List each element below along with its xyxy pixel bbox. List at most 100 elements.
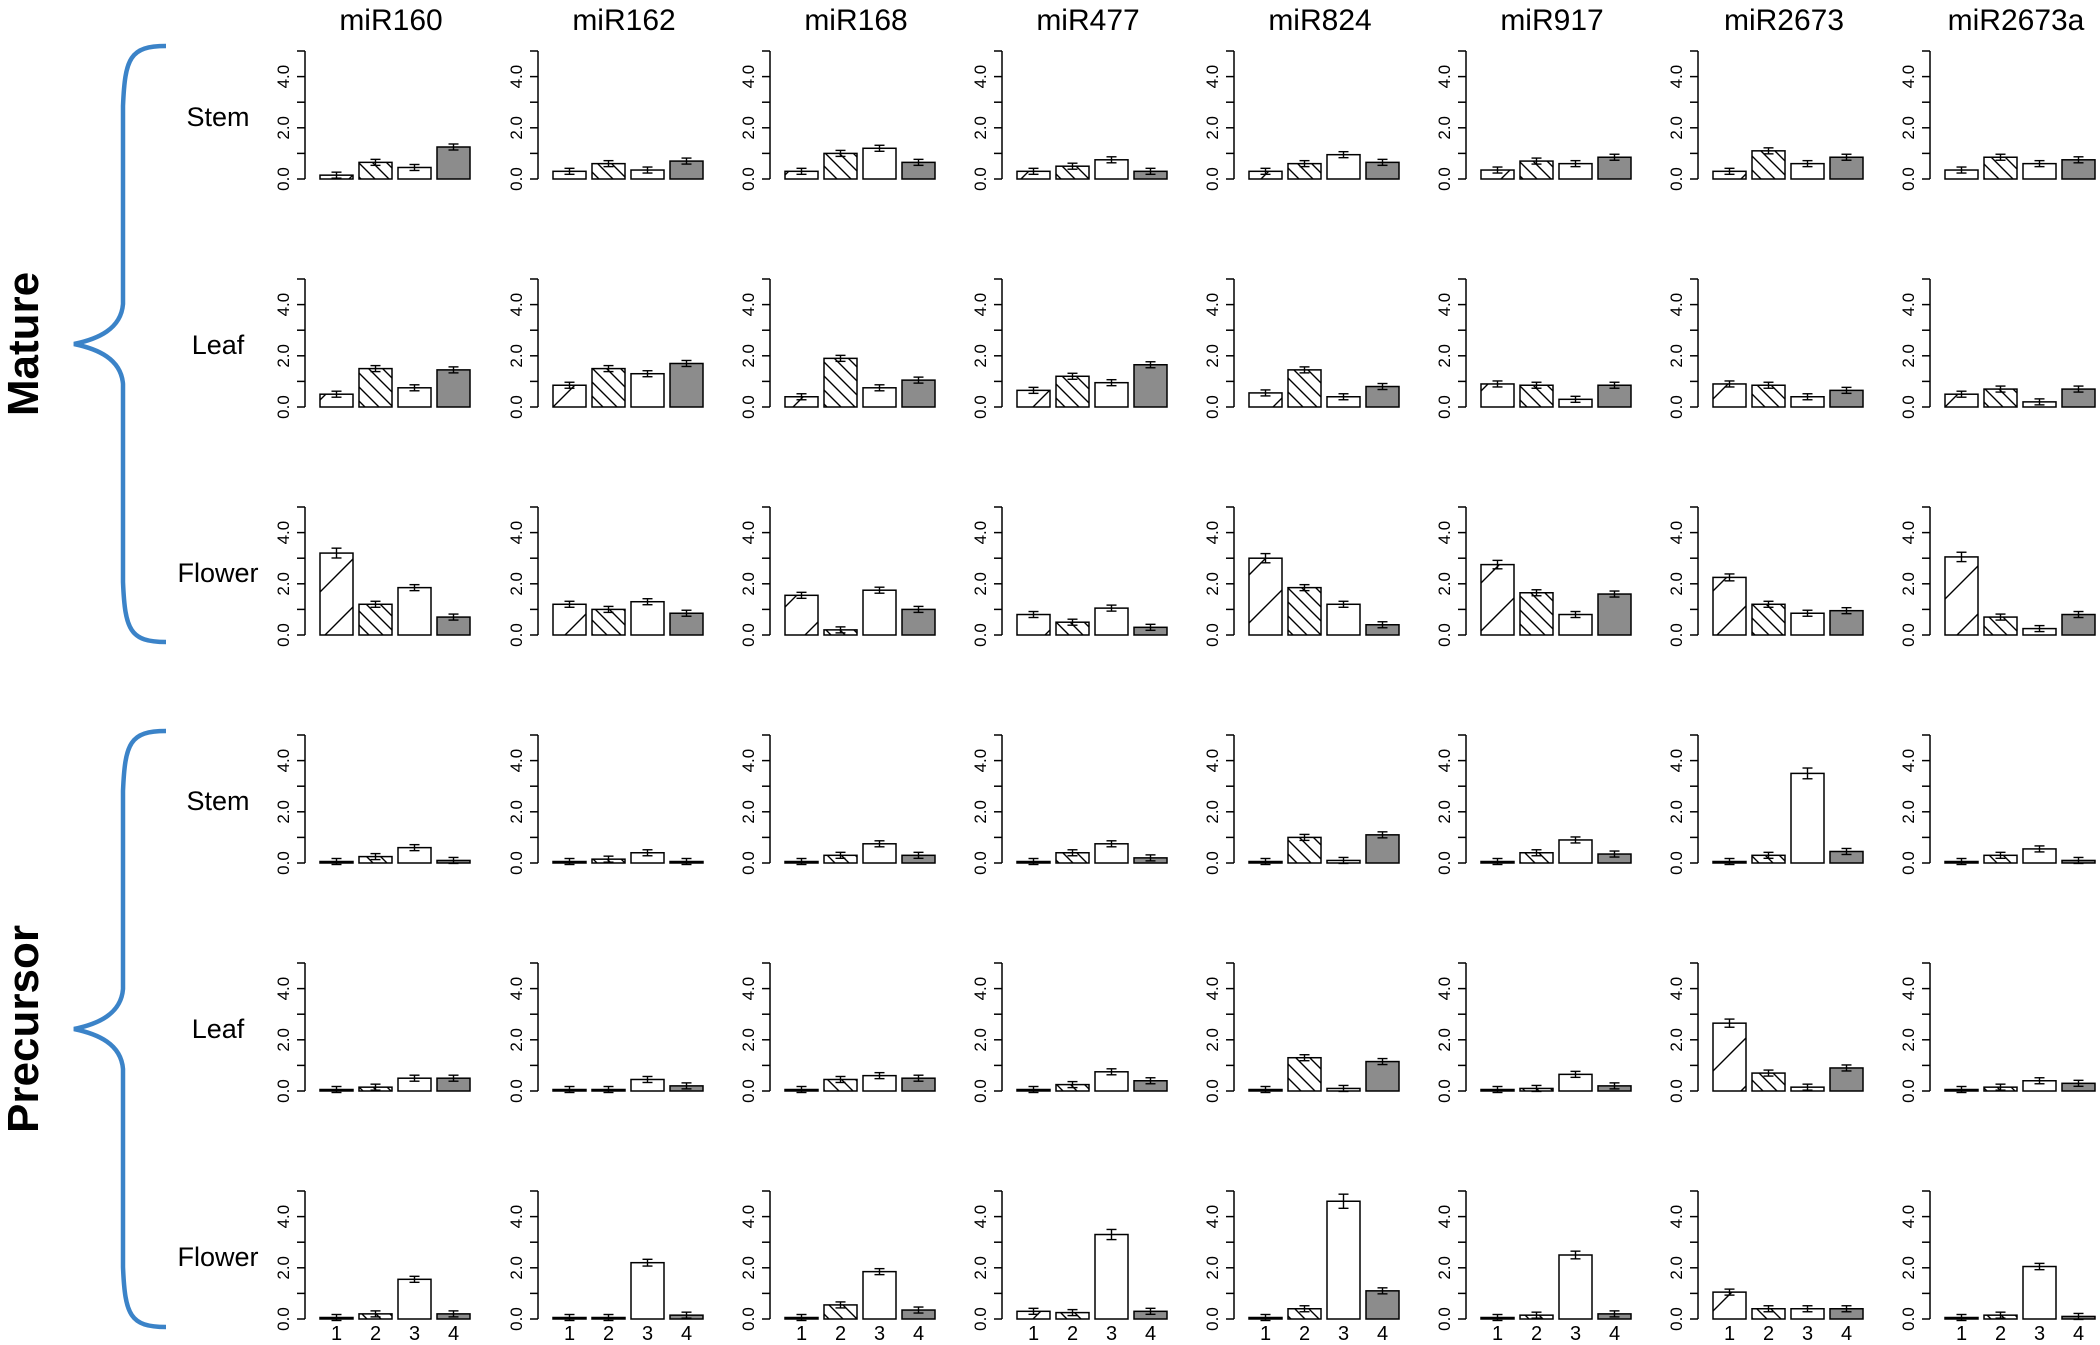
- panel-mature-leaf-mir162: 0.0 2.0 4.0: [507, 278, 704, 419]
- y-tick-label: 0.0: [1899, 395, 1918, 419]
- y-tick-label: 4.0: [1667, 1205, 1686, 1229]
- tissue-label-mature-leaf: Leaf: [192, 330, 245, 360]
- panel-precursor-leaf-mir2673: 0.0 2.0 4.0: [1667, 962, 1864, 1103]
- bar-hatch-back: [358, 367, 393, 408]
- y-tick-label: 4.0: [1899, 977, 1918, 1001]
- panel-precursor-flower-mir917: 0.0 2.0 4.0 1 2 3 4: [1435, 1190, 1632, 1345]
- y-tick-label: 4.0: [739, 1205, 758, 1229]
- bracket-precursor: [73, 728, 167, 1330]
- bar-white: [862, 1270, 897, 1320]
- panel-precursor-flower-mir168: 0.0 2.0 4.0 1 2 3 4: [739, 1190, 936, 1345]
- bar-white: [630, 600, 665, 636]
- bar-white: [397, 1278, 432, 1320]
- x-tick-label: 1: [1724, 1323, 1735, 1345]
- y-tick-label: 2.0: [971, 572, 990, 596]
- y-tick-label: 4.0: [1667, 65, 1686, 89]
- y-tick-label: 2.0: [739, 116, 758, 140]
- y-tick-label: 2.0: [1667, 572, 1686, 596]
- y-tick-label: 4.0: [1667, 749, 1686, 773]
- x-tick-label: 3: [642, 1323, 653, 1345]
- x-tick-label: 2: [1995, 1323, 2006, 1345]
- y-tick-label: 2.0: [971, 1028, 990, 1052]
- y-tick-label: 0.0: [971, 1079, 990, 1103]
- panel-mature-leaf-mir477: 0.0 2.0 4.0: [971, 278, 1168, 419]
- panel-precursor-leaf-mir824: 0.0 2.0 4.0: [1203, 962, 1400, 1103]
- y-tick-label: 4.0: [739, 749, 758, 773]
- x-tick-label: 3: [1570, 1323, 1581, 1345]
- panel-precursor-stem-mir824: 0.0 2.0 4.0: [1203, 734, 1400, 875]
- bar-hatch-forward: [1712, 1291, 1747, 1320]
- y-tick-label: 0.0: [274, 1307, 293, 1331]
- y-tick-label: 4.0: [1899, 1205, 1918, 1229]
- y-tick-label: 2.0: [739, 572, 758, 596]
- x-tick-label: 2: [603, 1323, 614, 1345]
- x-tick-label: 3: [409, 1323, 420, 1345]
- y-tick-label: 4.0: [274, 65, 293, 89]
- y-tick-label: 4.0: [274, 1205, 293, 1229]
- y-tick-label: 4.0: [1899, 293, 1918, 317]
- y-tick-label: 0.0: [739, 1307, 758, 1331]
- column-title-mir160: miR160: [339, 4, 442, 37]
- bar-hatch-back: [1287, 836, 1322, 864]
- y-tick-label: 2.0: [507, 800, 526, 824]
- y-tick-label: 0.0: [507, 1307, 526, 1331]
- column-title-mir2673a: miR2673a: [1948, 4, 2085, 37]
- y-tick-label: 2.0: [971, 344, 990, 368]
- y-tick-label: 4.0: [1203, 977, 1222, 1001]
- bar-gray: [1829, 609, 1864, 636]
- y-tick-label: 0.0: [507, 395, 526, 419]
- x-tick-label: 4: [448, 1323, 459, 1345]
- y-tick-label: 2.0: [1899, 1028, 1918, 1052]
- panel-mature-stem-mir824: 0.0 2.0 4.0: [1203, 50, 1400, 191]
- y-tick-label: 4.0: [971, 65, 990, 89]
- panel-mature-stem-mir168: 0.0 2.0 4.0: [739, 50, 936, 191]
- bar-gray: [669, 362, 704, 408]
- y-tick-label: 4.0: [1203, 1205, 1222, 1229]
- y-tick-label: 0.0: [1899, 851, 1918, 875]
- y-tick-label: 4.0: [739, 65, 758, 89]
- bar-white: [862, 147, 897, 180]
- x-tick-label: 1: [1028, 1323, 1039, 1345]
- y-tick-label: 0.0: [1899, 1079, 1918, 1103]
- y-tick-label: 4.0: [274, 521, 293, 545]
- y-tick-label: 4.0: [507, 749, 526, 773]
- y-tick-label: 4.0: [1899, 749, 1918, 773]
- panel-precursor-flower-mir162: 0.0 2.0 4.0 1 2 3 4: [507, 1190, 704, 1345]
- y-tick-label: 0.0: [971, 395, 990, 419]
- bar-white: [397, 586, 432, 636]
- y-tick-label: 2.0: [1203, 344, 1222, 368]
- x-tick-label: 3: [1802, 1323, 1813, 1345]
- bar-hatch-forward: [552, 603, 587, 636]
- bar-hatch-back: [1751, 603, 1786, 636]
- group-label-mature: Mature: [0, 272, 48, 416]
- y-tick-label: 0.0: [739, 167, 758, 191]
- panel-mature-leaf-mir824: 0.0 2.0 4.0: [1203, 278, 1400, 419]
- y-tick-label: 0.0: [1203, 851, 1222, 875]
- panel-mature-stem-mir917: 0.0 2.0 4.0: [1435, 50, 1632, 191]
- panel-mature-flower-mir160: 0.0 2.0 4.0: [274, 506, 471, 647]
- panel-precursor-flower-mir477: 0.0 2.0 4.0 1 2 3 4: [971, 1190, 1168, 1345]
- y-tick-label: 2.0: [1899, 1256, 1918, 1280]
- panel-mature-stem-mir2673: 0.0 2.0 4.0: [1667, 50, 1864, 191]
- bar-gray: [1365, 1290, 1400, 1320]
- y-tick-label: 2.0: [507, 572, 526, 596]
- y-tick-label: 4.0: [1203, 293, 1222, 317]
- y-tick-label: 2.0: [1203, 800, 1222, 824]
- y-tick-label: 2.0: [274, 344, 293, 368]
- y-tick-label: 2.0: [507, 1028, 526, 1052]
- y-tick-label: 4.0: [1435, 977, 1454, 1001]
- x-tick-label: 3: [1338, 1323, 1349, 1345]
- panel-mature-flower-mir477: 0.0 2.0 4.0: [971, 506, 1168, 647]
- y-tick-label: 4.0: [1435, 1205, 1454, 1229]
- y-tick-label: 0.0: [1667, 395, 1686, 419]
- bar-white: [1790, 772, 1825, 864]
- tissue-label-precursor-stem: Stem: [186, 786, 249, 816]
- y-tick-label: 4.0: [971, 521, 990, 545]
- y-tick-label: 0.0: [274, 1079, 293, 1103]
- bar-hatch-back: [823, 152, 858, 180]
- bar-white: [1326, 1200, 1361, 1320]
- y-tick-label: 2.0: [1667, 116, 1686, 140]
- y-tick-label: 4.0: [507, 1205, 526, 1229]
- column-title-mir917: miR917: [1500, 4, 1603, 37]
- y-tick-label: 2.0: [1435, 1256, 1454, 1280]
